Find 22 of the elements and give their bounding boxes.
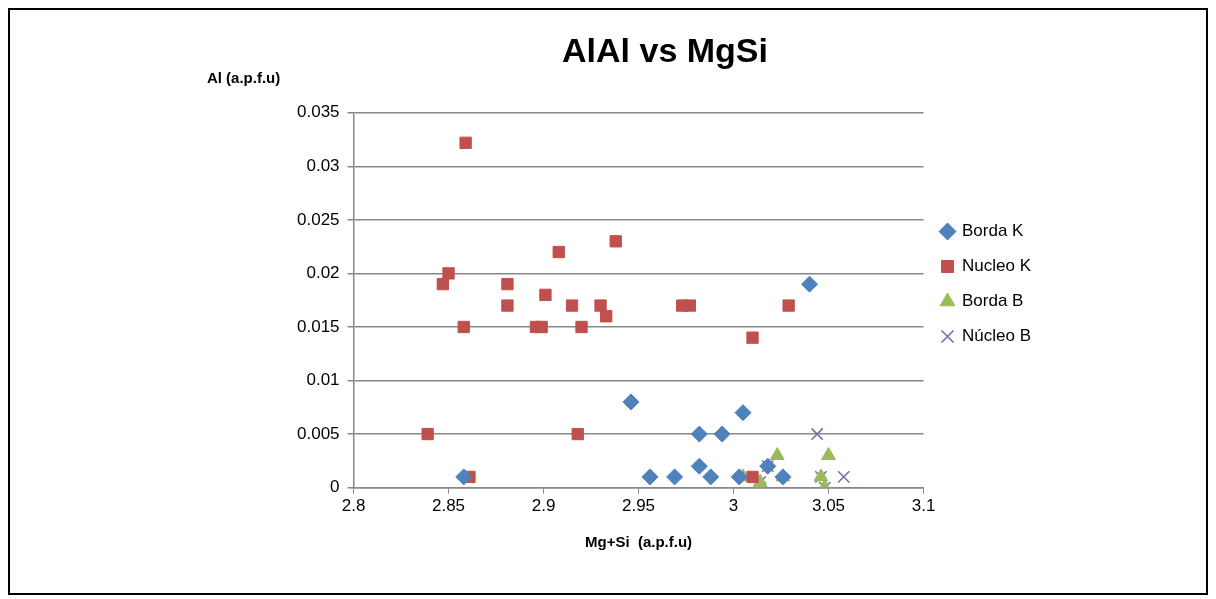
legend-label: Núcleo B: [962, 326, 1031, 346]
y-tick-label: 0.01: [306, 370, 340, 390]
y-tick-label: 0.02: [306, 263, 340, 283]
legend-label: Nucleo K: [962, 256, 1032, 276]
y-tick-label: 0: [330, 477, 340, 497]
x-tick-label: 3.1: [911, 496, 936, 516]
x-tick-label: 3: [728, 496, 739, 516]
x-tick-label: 3.05: [811, 496, 846, 516]
x-tick-label: 2.95: [621, 496, 656, 516]
x-tick-label: 2.8: [341, 496, 366, 516]
y-tick-label: 0.03: [306, 156, 340, 176]
x-tick-label: 2.9: [531, 496, 556, 516]
y-tick-label: 0.025: [296, 209, 340, 229]
y-axis-title: Al (a.p.f.u): [206, 69, 281, 87]
legend-label: Borda K: [962, 221, 1025, 241]
y-tick-label: 0.015: [296, 316, 340, 336]
y-tick-label: 0.005: [296, 423, 340, 443]
x-axis-title: Mg+Si (a.p.f.u): [584, 533, 693, 551]
y-tick-label: 0.035: [296, 102, 340, 122]
chart-title: AlAl vs MgSi: [562, 30, 768, 69]
legend-label: Borda B: [962, 291, 1024, 311]
x-tick-label: 2.85: [431, 496, 466, 516]
